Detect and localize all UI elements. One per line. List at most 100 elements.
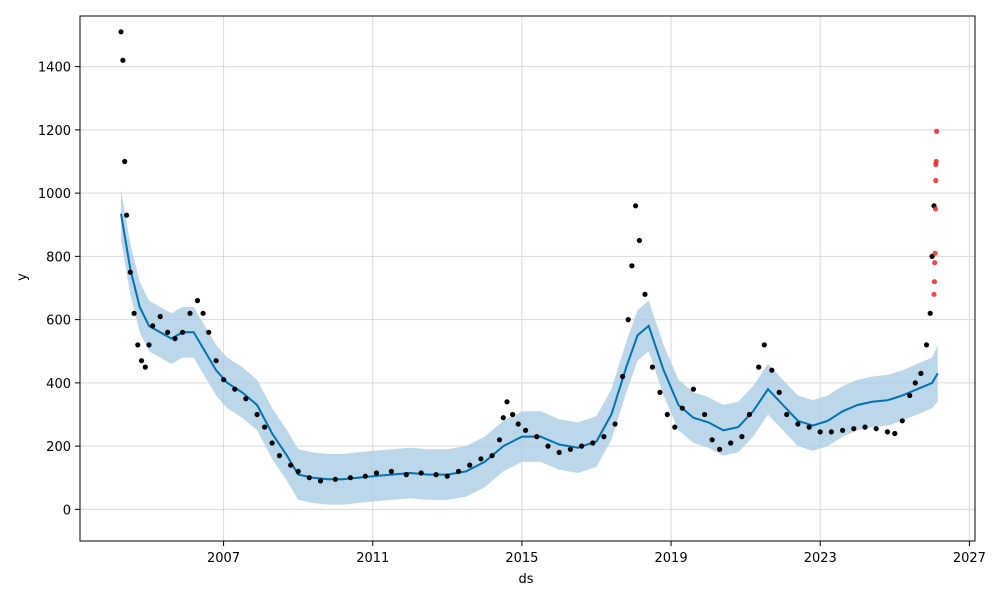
observed-point [899,418,905,424]
observed-point [851,426,857,432]
x-tick-label: 2007 [207,551,240,566]
x-axis-label: ds [518,572,533,587]
uncertainty-band [121,189,938,505]
x-tick-label: 2015 [505,551,538,566]
observed-point [157,313,163,320]
outlier-point [932,206,939,212]
grid-layer [80,16,975,541]
observed-point [504,399,510,405]
outlier-point [933,177,939,184]
observed-point [262,424,268,430]
x-tick-label: 2027 [953,551,986,566]
observed-point [418,470,424,476]
x-tick-label: 2023 [804,551,837,566]
observed-point [455,468,462,474]
observed-point [636,237,643,244]
plot-frame [79,15,976,542]
observed-point [467,462,473,468]
observed-point [806,424,812,430]
y-tick-label: 0 [63,503,71,518]
observed-point [306,475,312,481]
y-tick-label: 1000 [38,187,71,202]
observed-point [142,364,148,370]
observed-point [388,468,394,474]
observed-point [276,453,283,459]
y-tick-label: 800 [46,250,71,265]
observed-point [138,358,145,364]
observed-point [907,392,913,399]
observed-point [403,472,409,478]
observed-point [672,424,678,430]
observed-point [347,475,353,481]
observed-point [545,443,551,449]
forecast-line-layer [120,213,939,481]
observed-point [873,426,879,432]
observed-point [633,203,639,209]
observed-point [118,29,124,35]
observed-point [433,472,439,478]
observed-point [127,269,133,275]
observed-point [135,342,141,348]
observed-point [679,405,685,411]
y-tick-label: 1400 [38,61,71,76]
observed-point [146,342,152,348]
observed-point [489,453,495,459]
observed-point [500,415,506,421]
outlier-point [934,128,940,134]
observed-point [817,429,823,435]
observed-point [728,440,734,446]
observed-point [206,329,212,335]
axis-layer: 2007 2011 2015 2019 2023 2027 0 200 400 600 800 100… [38,61,986,566]
observed-point [317,478,324,484]
observed-point [828,429,835,435]
observed-point [515,421,521,427]
observed-point [269,440,275,446]
outlier-points-layer [931,128,940,297]
observed-point [884,429,891,435]
observed-point [629,263,635,269]
observed-point [739,434,745,440]
y-tick-label: 1200 [38,124,71,139]
observed-point [332,476,338,482]
observed-point [172,336,178,342]
observed-point [200,310,206,316]
observed-point [649,364,656,370]
observed-point [478,456,484,462]
observed-point [690,386,697,392]
observed-point [362,473,368,479]
observed-point [150,323,156,329]
observed-point [664,411,670,418]
observed-point [761,342,767,348]
observed-point [746,411,753,418]
observed-point [717,446,723,452]
observed-point [590,440,596,446]
outlier-point [932,250,938,256]
observed-point [923,342,930,348]
forecast-line [120,213,939,481]
observed-point [776,389,782,395]
observed-point [254,411,260,418]
observed-point [709,437,715,443]
observed-point [892,430,898,437]
observed-point [496,437,503,443]
observed-point [579,443,585,449]
y-axis-label: y [15,273,30,281]
observed-point [927,310,933,316]
observed-point [567,446,574,452]
y-tick-label: 600 [46,314,71,329]
observed-point [795,421,801,427]
x-tick-label: 2011 [356,551,389,566]
outlier-point [931,291,937,297]
y-tick-label: 400 [46,377,71,392]
observed-point [232,386,238,392]
observed-point [122,158,128,165]
observed-point [657,389,663,395]
observed-point [523,427,529,433]
observed-point [243,396,249,402]
observed-point [862,424,868,430]
observed-point [756,364,762,370]
observed-point [769,367,775,373]
observed-point [120,57,126,63]
observed-point [165,329,171,335]
